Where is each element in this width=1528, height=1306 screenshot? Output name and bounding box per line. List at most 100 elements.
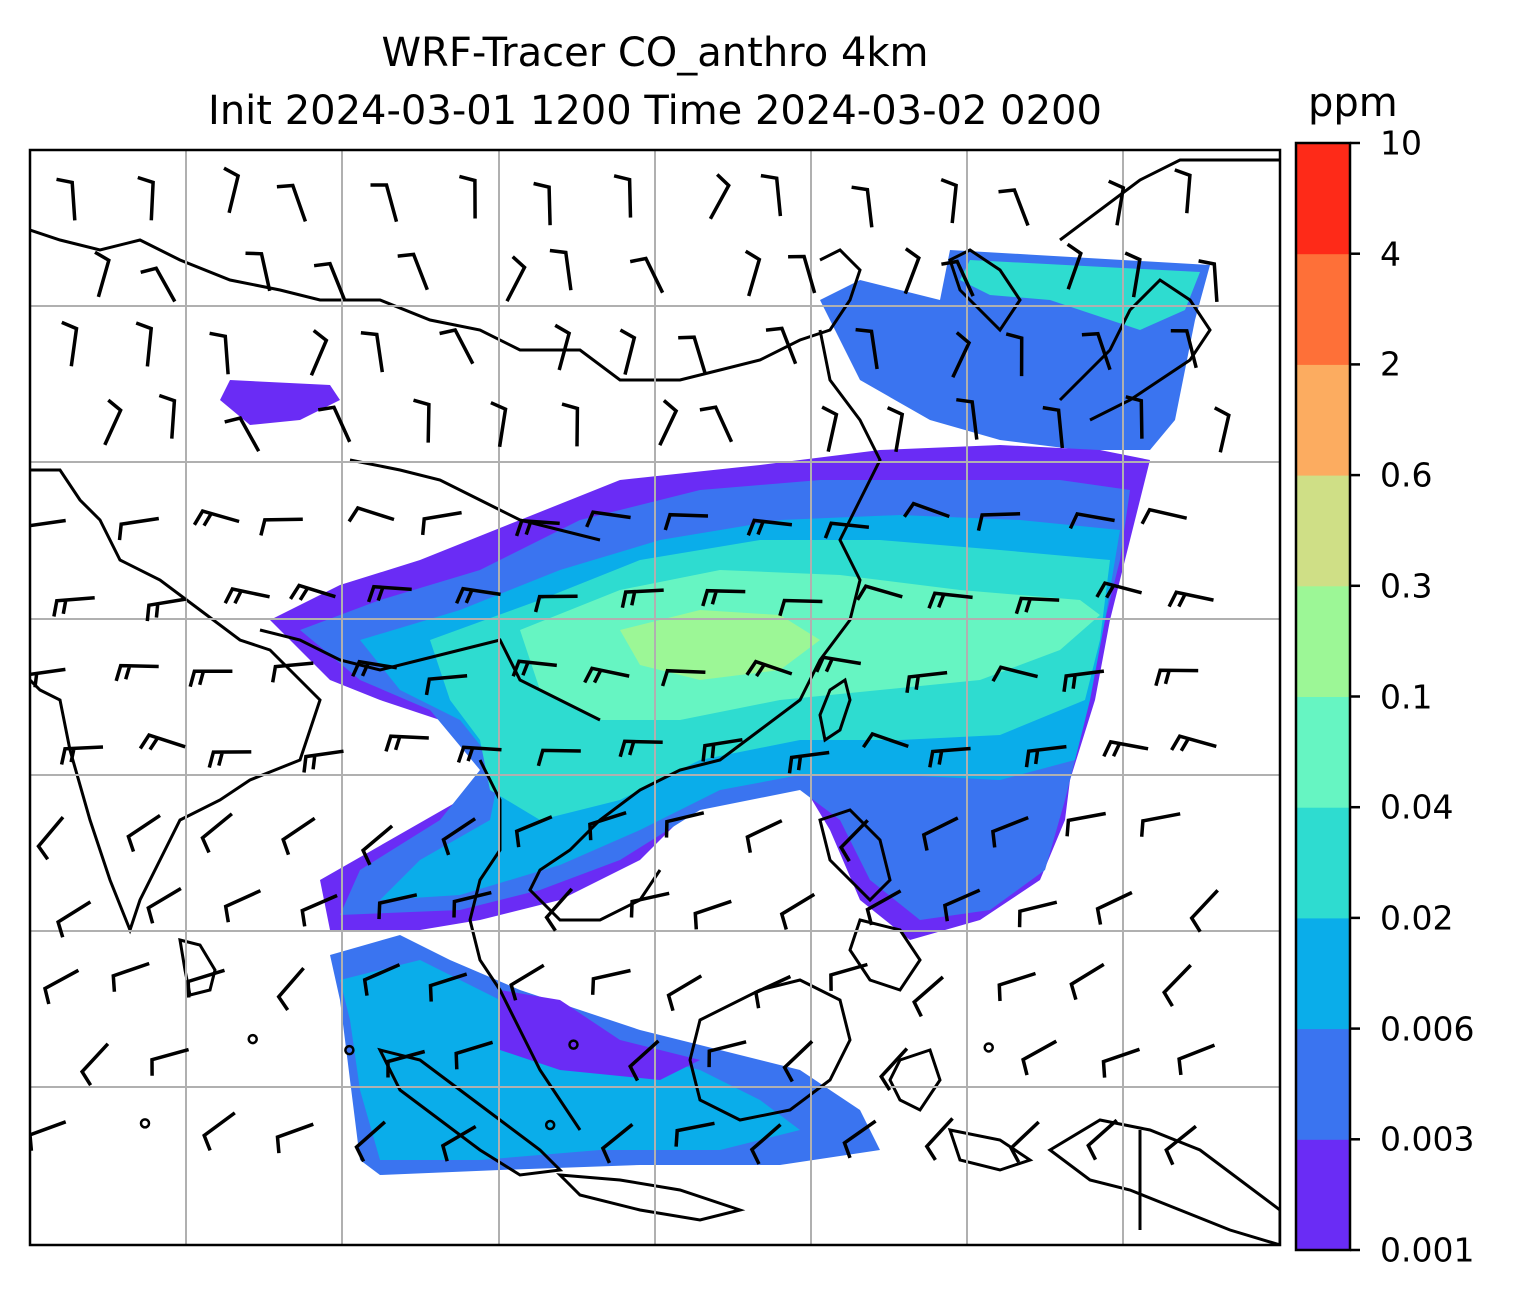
wind-barb (838, 819, 869, 863)
wind-barb (745, 659, 793, 678)
wind-barb (351, 659, 398, 678)
wind-barb (281, 816, 316, 856)
coastline-sumatra (377, 1047, 564, 1177)
wind-barb (56, 177, 77, 221)
wind-barb (209, 331, 230, 375)
wind-barb (202, 1111, 236, 1152)
wind-barb (976, 512, 1021, 531)
wind-barb (708, 173, 731, 220)
wind-barb (628, 1039, 660, 1082)
wind-barb (79, 1042, 110, 1087)
colorbar (1294, 141, 1360, 1252)
wind-barb (1042, 405, 1065, 449)
wind-barb (1139, 812, 1181, 837)
wind-barb (138, 733, 186, 751)
wind-barb (941, 259, 975, 297)
coastline-india (30, 468, 322, 935)
coastlines (30, 158, 1280, 1245)
wind-barb (259, 517, 303, 536)
field-layer-north-low (220, 380, 340, 425)
wind-barb (30, 667, 66, 688)
colorbar-segment (1296, 1139, 1350, 1251)
colorbar-segment (1296, 364, 1350, 476)
wind-barb (490, 401, 508, 448)
coastline-taiwan (818, 677, 852, 743)
wind-barb (397, 252, 429, 291)
wind-barb (765, 326, 798, 365)
wind-barb (533, 181, 552, 226)
wind-barb (360, 824, 394, 866)
wind-barb (103, 398, 123, 446)
wind-barb (1177, 1043, 1216, 1076)
wind-barb (855, 327, 879, 370)
wind-barb (223, 166, 241, 214)
wind-barb (440, 1124, 477, 1162)
wind-barb (1189, 889, 1219, 933)
wind-barb (514, 518, 560, 537)
gridlines (30, 150, 1280, 1245)
wind-barb (998, 188, 1030, 227)
wind-barb (745, 819, 783, 854)
wind-barb (1140, 507, 1188, 525)
wind-calm-circle (344, 1044, 355, 1056)
wind-barb (1154, 668, 1199, 687)
wind-barb (678, 335, 707, 375)
wind-barb (59, 745, 104, 765)
field-layer-northeast-mid (960, 260, 1200, 330)
wind-barbs (30, 166, 1231, 1166)
colorbar-segment (1296, 253, 1350, 365)
wind-barb (787, 750, 830, 774)
wind-barb (1008, 1120, 1040, 1164)
wind-barb (441, 817, 477, 856)
wind-barb (600, 1123, 634, 1164)
wind-barb (902, 501, 950, 519)
wind-barb (778, 598, 823, 617)
colorbar-segment (1296, 917, 1350, 1030)
wind-barb (782, 1040, 814, 1083)
coastline-borders-mainland (259, 458, 601, 722)
colorbar-tick-label: 0.6 (1380, 455, 1433, 495)
wind-barb (135, 321, 154, 367)
wind-barb (1174, 168, 1192, 214)
wind-barb (1164, 1124, 1197, 1166)
wind-barb (424, 673, 468, 696)
wind-barb (30, 518, 66, 528)
wind-barb (456, 745, 502, 763)
wind-barb (347, 505, 395, 523)
wind-barb (912, 975, 945, 1018)
wind-barb (991, 815, 1029, 848)
map-title: WRF-Tracer CO_anthro 4km (381, 30, 929, 76)
wind-barb (533, 594, 578, 613)
wind-barb (942, 888, 981, 922)
wind-barb (1062, 669, 1105, 693)
wind-barb (313, 261, 346, 300)
wind-calm-circle (544, 1119, 556, 1131)
wind-barb (744, 249, 762, 297)
wind-barb (861, 731, 909, 749)
wind-barb (927, 591, 973, 609)
wind-barb (879, 1047, 909, 1092)
wind-barb (1102, 739, 1149, 758)
wind-barb (753, 974, 792, 1009)
wind-barb (536, 748, 581, 767)
wind-barb (420, 510, 462, 536)
wind-barb (36, 815, 65, 861)
map-subtitle: Init 2024-03-01 1200 Time 2024-03-02 020… (208, 88, 1102, 134)
wind-barb (707, 1040, 747, 1068)
wind-barb (275, 1122, 314, 1154)
wind-barb (788, 254, 817, 294)
wind-barb (150, 1047, 190, 1076)
wind-barb (663, 512, 709, 531)
wind-barb (921, 816, 959, 851)
wind-barb (309, 329, 329, 376)
wind-barb (823, 521, 870, 539)
wind-barb (590, 968, 631, 995)
wind-barb (223, 587, 270, 605)
wind-barb (362, 963, 401, 996)
wind-barb (583, 666, 630, 684)
colorbar-tick-label: 0.04 (1380, 787, 1454, 827)
wind-calm-circle (139, 1118, 151, 1129)
wind-barb (158, 393, 177, 439)
wind-barb (905, 670, 948, 693)
wind-barb (300, 893, 338, 927)
